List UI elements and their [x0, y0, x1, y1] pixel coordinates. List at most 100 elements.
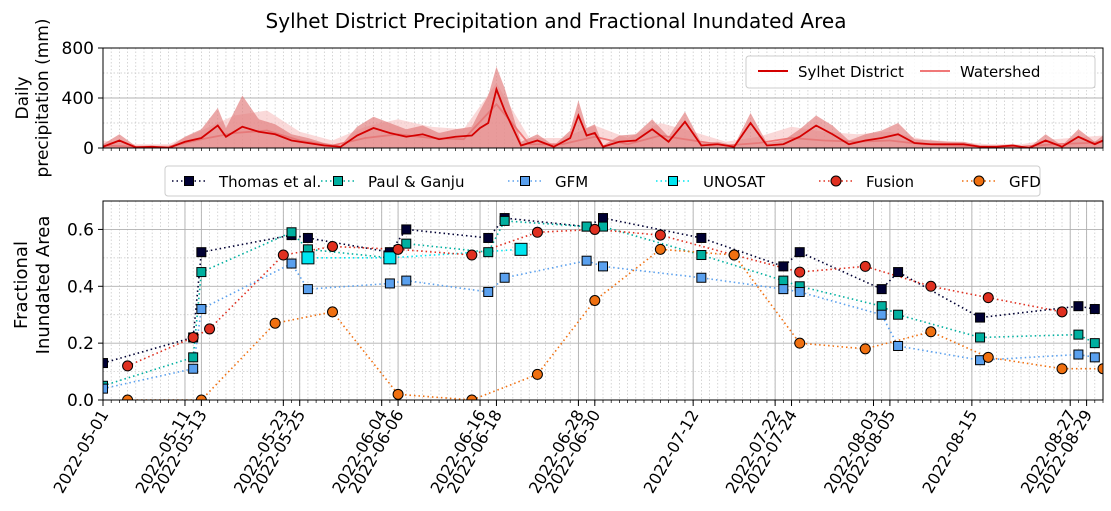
precip-band-Sylhet District	[103, 66, 1103, 148]
data-point-GFM	[696, 272, 707, 283]
y-axis-label-line: Inundated Area	[33, 216, 54, 355]
data-point-Thomas et al.	[876, 284, 887, 295]
legend-box	[164, 165, 1041, 197]
data-point-Fusion	[794, 266, 806, 278]
data-point-GFM	[778, 284, 789, 295]
precip-line-Sylhet District	[103, 86, 1103, 148]
data-point-Paul & Ganju	[188, 352, 199, 363]
data-point-Fusion	[204, 323, 216, 335]
data-point-GFM	[196, 304, 207, 315]
data-point-GFM	[581, 255, 592, 266]
y-tick-label: 0	[83, 139, 94, 159]
data-point-GFM	[499, 272, 510, 283]
data-point-Thomas et al.	[1089, 304, 1100, 315]
data-point-GFM	[384, 278, 395, 289]
data-point-Paul & Ganju	[196, 267, 207, 278]
data-point-GFD	[195, 394, 207, 400]
data-point-Fusion	[187, 331, 199, 343]
y-tick-label: 400	[62, 89, 94, 109]
legend-swatch-marker	[184, 176, 194, 186]
data-point-GFD	[982, 351, 994, 363]
data-point-Thomas et al.	[975, 312, 986, 323]
inundation-series	[103, 213, 1103, 400]
data-point-GFD	[589, 295, 601, 306]
data-point-GFD	[859, 343, 871, 355]
data-point-UNOSAT	[301, 251, 315, 265]
data-point-GFD	[1097, 363, 1103, 375]
data-point-Fusion	[466, 249, 478, 261]
data-point-GFD	[1056, 363, 1068, 375]
data-point-Thomas et al.	[401, 224, 412, 235]
x-tick-label: 2022-07-12	[640, 407, 703, 497]
data-point-GFD	[925, 326, 937, 338]
data-point-UNOSAT	[383, 251, 397, 265]
data-point-Paul & Ganju	[1073, 329, 1084, 340]
legend-label: Fusion	[866, 173, 914, 191]
inundation-legend: Thomas et al. Paul & Ganju GFM UNOSAT Fusion…	[164, 165, 1041, 197]
data-point-Thomas et al.	[794, 247, 805, 258]
data-point-Fusion	[531, 226, 543, 238]
data-point-Fusion	[654, 229, 666, 241]
data-point-Thomas et al.	[778, 261, 789, 272]
data-point-GFM	[103, 383, 108, 394]
data-point-Thomas et al.	[1073, 301, 1084, 312]
x-tick-label: 2022-08-15	[918, 407, 981, 497]
y-axis-label-line: precipitation (mm)	[33, 19, 53, 178]
legend-swatch-marker	[668, 176, 678, 186]
data-point-Fusion	[859, 260, 871, 272]
data-point-Paul & Ganju	[499, 215, 510, 226]
data-point-GFD	[728, 249, 740, 261]
data-point-GFM	[876, 309, 887, 320]
data-point-UNOSAT	[514, 242, 528, 256]
data-point-GFD	[392, 388, 404, 400]
data-point-Thomas et al.	[598, 213, 608, 224]
data-point-GFD	[654, 243, 666, 255]
data-point-GFD	[327, 306, 339, 318]
y-axis-label-line: Fractional	[11, 241, 32, 329]
data-point-GFM	[286, 258, 297, 269]
legend-swatch-marker	[520, 176, 530, 186]
series-line-GFM	[103, 259, 1095, 390]
data-point-Paul & Ganju	[975, 332, 986, 343]
precip-legend: Sylhet District Watershed	[745, 55, 1096, 89]
data-point-GFM	[188, 363, 199, 374]
data-point-GFD	[122, 394, 134, 400]
data-point-Thomas et al.	[893, 267, 904, 278]
legend-swatch-marker	[830, 175, 842, 187]
data-point-Fusion	[327, 240, 339, 252]
data-point-Thomas et al.	[196, 247, 207, 258]
data-point-GFM	[794, 286, 805, 297]
data-point-Fusion	[277, 249, 289, 261]
y-tick-label: 0.2	[67, 334, 94, 354]
legend-label: UNOSAT	[703, 173, 766, 191]
y-axis-label-line: Daily	[13, 76, 33, 119]
data-point-Paul & Ganju	[778, 275, 789, 286]
data-point-GFD	[269, 317, 281, 329]
data-point-Paul & Ganju	[286, 227, 297, 238]
legend-label: Watershed	[960, 63, 1040, 81]
precipitation-panel: 0 400 800 Dailyprecipitation (mm) Sylhet Dis…	[13, 19, 1104, 178]
legend-swatch-marker	[973, 175, 985, 187]
data-point-Fusion	[589, 223, 601, 235]
data-point-Thomas et al.	[696, 232, 707, 243]
series-line-Fusion	[127, 228, 1063, 367]
data-point-Paul & Ganju	[893, 309, 904, 320]
series-line-Thomas et al.	[103, 217, 1095, 364]
data-point-Fusion	[122, 360, 134, 372]
data-point-GFM	[483, 286, 494, 297]
data-point-Thomas et al.	[483, 232, 494, 243]
y-tick-label: 0.4	[67, 277, 94, 297]
data-point-Paul & Ganju	[483, 247, 494, 258]
data-point-Fusion	[1056, 306, 1068, 318]
data-point-GFM	[1089, 352, 1100, 363]
data-point-GFM	[598, 261, 608, 272]
chart-title: Sylhet District Precipitation and Fracti…	[266, 9, 847, 33]
data-point-GFD	[794, 337, 806, 349]
x-tick-label: 2022-05-01	[50, 407, 113, 497]
data-point-GFM	[401, 275, 412, 286]
data-point-Fusion	[925, 280, 937, 292]
data-point-Thomas et al.	[103, 358, 108, 369]
data-point-Paul & Ganju	[876, 301, 887, 312]
